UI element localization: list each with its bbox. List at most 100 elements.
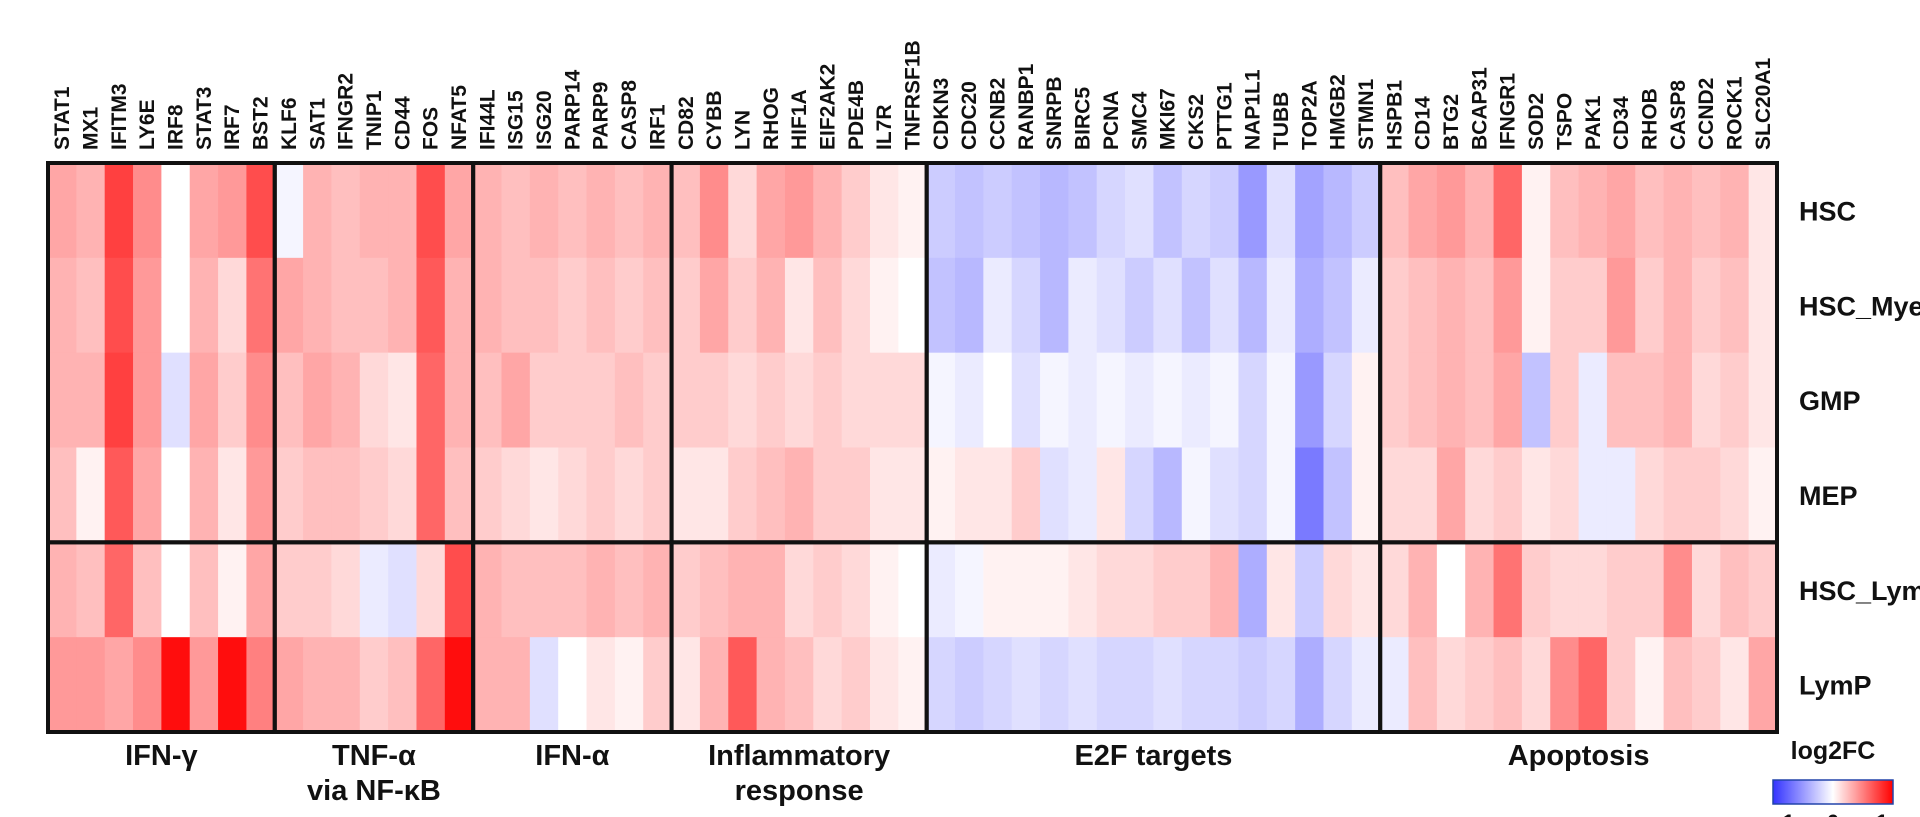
heatmap-cell bbox=[699, 257, 729, 354]
gene-label: CKS2 bbox=[1185, 94, 1208, 150]
heatmap-cell bbox=[955, 352, 984, 449]
legend: log2FC -1 0 1 bbox=[1772, 737, 1894, 817]
row-label: MEP bbox=[1799, 481, 1858, 511]
heatmap-cell bbox=[756, 257, 786, 354]
gene-label: PARP14 bbox=[561, 70, 584, 150]
row-label: HSC_Lym bbox=[1799, 576, 1920, 606]
heatmap-cell bbox=[813, 542, 843, 638]
heatmap-cell bbox=[104, 352, 134, 449]
heatmap-cell bbox=[529, 257, 559, 354]
heatmap-cell bbox=[1663, 637, 1693, 733]
heatmap-cell bbox=[161, 163, 191, 259]
heatmap-cell bbox=[1493, 447, 1523, 543]
heatmap-cell bbox=[1521, 257, 1551, 354]
heatmap-cell bbox=[756, 542, 786, 638]
heatmap-cell bbox=[1691, 637, 1721, 733]
heatmap-cell bbox=[133, 542, 162, 638]
heatmap-cell bbox=[1323, 163, 1353, 259]
heatmap-cell bbox=[331, 637, 361, 733]
heatmap-cell bbox=[558, 257, 588, 354]
heatmap-cell bbox=[558, 447, 588, 543]
heatmap-cell bbox=[1295, 637, 1325, 733]
heatmap-cell bbox=[133, 447, 162, 543]
heatmap-cell bbox=[813, 352, 843, 449]
heatmap-cell bbox=[1153, 163, 1183, 259]
gene-label: SAT1 bbox=[306, 98, 329, 150]
gene-label: RHOB bbox=[1638, 88, 1661, 150]
heatmap-cell bbox=[359, 257, 389, 354]
heatmap-cell bbox=[48, 163, 77, 259]
heatmap-cell bbox=[1493, 542, 1523, 638]
heatmap-cell bbox=[331, 257, 361, 354]
row-label: GMP bbox=[1799, 386, 1861, 416]
heatmap-cell bbox=[444, 542, 474, 638]
heatmap-cell bbox=[671, 352, 701, 449]
heatmap-cell bbox=[388, 542, 418, 638]
heatmap-cell bbox=[48, 637, 77, 733]
heatmap-cell bbox=[1210, 637, 1240, 733]
heatmap-cell bbox=[614, 257, 644, 354]
heatmap-cell bbox=[359, 163, 389, 259]
heatmap-cell bbox=[274, 163, 304, 259]
heatmap-cell bbox=[983, 542, 1013, 638]
heatmap-cell bbox=[1153, 257, 1183, 354]
heatmap-cell bbox=[1153, 447, 1183, 543]
heatmap-cell bbox=[501, 163, 531, 259]
heatmap-cell bbox=[1493, 257, 1523, 354]
gene-label: MKI67 bbox=[1157, 88, 1180, 150]
heatmap-cell bbox=[1663, 257, 1693, 354]
heatmap-cell bbox=[246, 257, 276, 354]
heatmap-cell bbox=[1720, 542, 1750, 638]
heatmap-cell bbox=[869, 637, 899, 733]
gene-label: ISG15 bbox=[505, 90, 528, 150]
heatmap-cell bbox=[133, 637, 162, 733]
heatmap-cell bbox=[1436, 637, 1466, 733]
heatmap-cell bbox=[1408, 163, 1438, 259]
gene-label: IRF8 bbox=[165, 104, 188, 150]
heatmap-cell bbox=[614, 637, 644, 733]
gene-label: HMGB2 bbox=[1327, 74, 1350, 150]
heatmap-cell bbox=[1266, 447, 1296, 543]
gene-label: CD34 bbox=[1610, 96, 1633, 150]
heatmap-cell bbox=[1380, 637, 1410, 733]
heatmap-cell bbox=[1663, 447, 1693, 543]
heatmap-cell bbox=[955, 542, 984, 638]
heatmap-cell bbox=[1606, 447, 1636, 543]
heatmap-cell bbox=[1408, 542, 1438, 638]
heatmap-cell bbox=[728, 542, 758, 638]
heatmap-cell bbox=[784, 257, 814, 354]
heatmap-cell bbox=[926, 257, 956, 354]
heatmap-cell bbox=[1068, 352, 1098, 449]
heatmap-cell bbox=[529, 447, 559, 543]
heatmap-cell bbox=[1351, 352, 1381, 449]
heatmap-cell bbox=[1663, 352, 1693, 449]
heatmap-cell bbox=[48, 257, 77, 354]
heatmap-cell bbox=[1011, 352, 1041, 449]
row-label: HSC bbox=[1799, 196, 1856, 226]
heatmap-cell bbox=[784, 637, 814, 733]
heatmap-cell bbox=[388, 352, 418, 449]
heatmap-cell bbox=[1011, 257, 1041, 354]
heatmap-cell bbox=[1436, 163, 1466, 259]
heatmap-cell bbox=[48, 542, 77, 638]
heatmap-cell bbox=[1068, 447, 1098, 543]
heatmap-cell bbox=[558, 352, 588, 449]
heatmap-cell bbox=[1578, 447, 1608, 543]
heatmap-cell bbox=[643, 542, 673, 638]
heatmap-cell bbox=[926, 163, 956, 259]
heatmap-cell bbox=[898, 637, 928, 733]
heatmap-cell bbox=[1011, 163, 1041, 259]
heatmap-cell bbox=[1096, 163, 1126, 259]
heatmap-cell bbox=[1691, 352, 1721, 449]
heatmap-cell bbox=[586, 257, 616, 354]
heatmap-cell bbox=[1691, 163, 1721, 259]
heatmap-cell bbox=[699, 637, 729, 733]
heatmap-cell bbox=[76, 447, 106, 543]
gene-label: CCND2 bbox=[1695, 78, 1718, 150]
heatmap-cell bbox=[1351, 637, 1381, 733]
gene-label: BTG2 bbox=[1440, 94, 1463, 150]
gene-label: KLF6 bbox=[278, 98, 301, 151]
heatmap-cell bbox=[1691, 447, 1721, 543]
heatmap-cell bbox=[1040, 257, 1069, 354]
heatmap-cell bbox=[1521, 163, 1551, 259]
